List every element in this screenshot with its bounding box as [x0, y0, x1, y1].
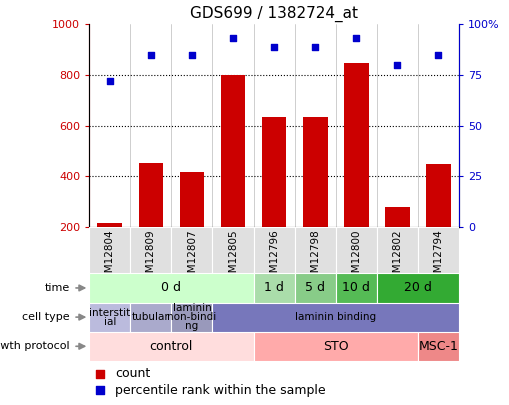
Point	[434, 51, 442, 58]
Point	[96, 371, 104, 377]
Text: time: time	[44, 283, 69, 293]
Bar	[89, 273, 253, 303]
Text: control: control	[150, 340, 193, 353]
Bar	[212, 303, 458, 332]
Bar	[220, 75, 245, 227]
Text: GSM12796: GSM12796	[269, 229, 278, 286]
Bar	[253, 332, 417, 361]
Bar	[130, 303, 171, 332]
Bar	[302, 117, 327, 227]
Text: GSM12805: GSM12805	[228, 229, 238, 286]
Bar	[426, 164, 450, 227]
Text: cell type: cell type	[22, 312, 69, 322]
Point	[352, 35, 360, 42]
Text: 0 d: 0 d	[161, 281, 181, 294]
Text: tubular: tubular	[132, 312, 169, 322]
Text: percentile rank within the sample: percentile rank within the sample	[115, 384, 325, 396]
Bar	[376, 273, 458, 303]
Text: laminin binding: laminin binding	[295, 312, 376, 322]
Point	[270, 43, 278, 50]
Bar	[130, 227, 171, 273]
Point	[392, 62, 401, 68]
Bar	[376, 227, 417, 273]
Text: growth protocol: growth protocol	[0, 341, 69, 351]
Point	[147, 51, 155, 58]
Bar	[97, 223, 122, 227]
Bar	[335, 273, 376, 303]
Text: GSM12794: GSM12794	[433, 229, 443, 286]
Bar	[89, 227, 130, 273]
Bar	[335, 227, 376, 273]
Bar	[384, 207, 409, 227]
Text: GSM12809: GSM12809	[146, 229, 156, 286]
Text: 20 d: 20 d	[403, 281, 431, 294]
Point	[310, 43, 319, 50]
Text: STO: STO	[322, 340, 348, 353]
Bar	[253, 227, 294, 273]
Text: 10 d: 10 d	[342, 281, 370, 294]
Bar	[417, 332, 458, 361]
Bar	[261, 117, 286, 227]
Bar	[89, 303, 130, 332]
Text: GSM12807: GSM12807	[187, 229, 196, 286]
Bar	[179, 173, 204, 227]
Point	[229, 35, 237, 42]
Bar	[138, 163, 163, 227]
Bar	[294, 273, 335, 303]
Bar	[212, 227, 253, 273]
Text: GSM12798: GSM12798	[309, 229, 320, 286]
Text: interstit
ial: interstit ial	[89, 307, 130, 327]
Text: MSC-1: MSC-1	[418, 340, 458, 353]
Bar	[171, 303, 212, 332]
Text: count: count	[115, 367, 150, 380]
Bar	[89, 332, 253, 361]
Text: 1 d: 1 d	[264, 281, 284, 294]
Bar	[294, 227, 335, 273]
Text: GSM12800: GSM12800	[351, 229, 360, 286]
Bar	[171, 227, 212, 273]
Point	[96, 387, 104, 393]
Text: GSM12802: GSM12802	[391, 229, 402, 286]
Bar	[417, 227, 458, 273]
Title: GDS699 / 1382724_at: GDS699 / 1382724_at	[190, 5, 357, 21]
Text: 5 d: 5 d	[304, 281, 325, 294]
Point	[105, 78, 114, 84]
Text: GSM12804: GSM12804	[104, 229, 115, 286]
Bar	[253, 273, 294, 303]
Bar	[343, 63, 368, 227]
Text: laminin
non-bindi
ng: laminin non-bindi ng	[167, 303, 216, 331]
Point	[187, 51, 195, 58]
